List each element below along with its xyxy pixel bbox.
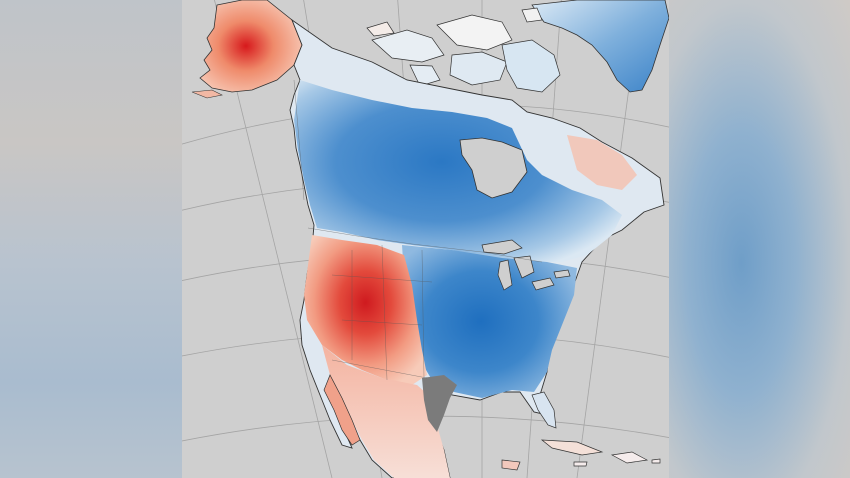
- map-svg: [182, 0, 669, 478]
- alaska: [199, 0, 303, 93]
- canada-cold-anomaly: [294, 80, 622, 262]
- arctic-archipelago: [366, 7, 561, 93]
- greenland: [531, 0, 669, 93]
- political-borders: [293, 79, 543, 381]
- temperature-anomaly-map: [182, 0, 669, 478]
- florida: [531, 391, 557, 429]
- aleutian-islands: [191, 89, 223, 99]
- labrador-warm-anomaly: [567, 135, 637, 190]
- caribbean-islands: [501, 439, 661, 471]
- western-us-warm-anomaly: [304, 235, 427, 385]
- great-lakes: [481, 239, 571, 291]
- blurred-backdrop-right: [669, 0, 850, 478]
- baja-california: [323, 374, 361, 446]
- no-data-region: [422, 375, 457, 432]
- hudson-bay: [459, 137, 528, 199]
- mexico-warm-anomaly: [322, 345, 450, 478]
- blurred-backdrop-left: [0, 0, 182, 478]
